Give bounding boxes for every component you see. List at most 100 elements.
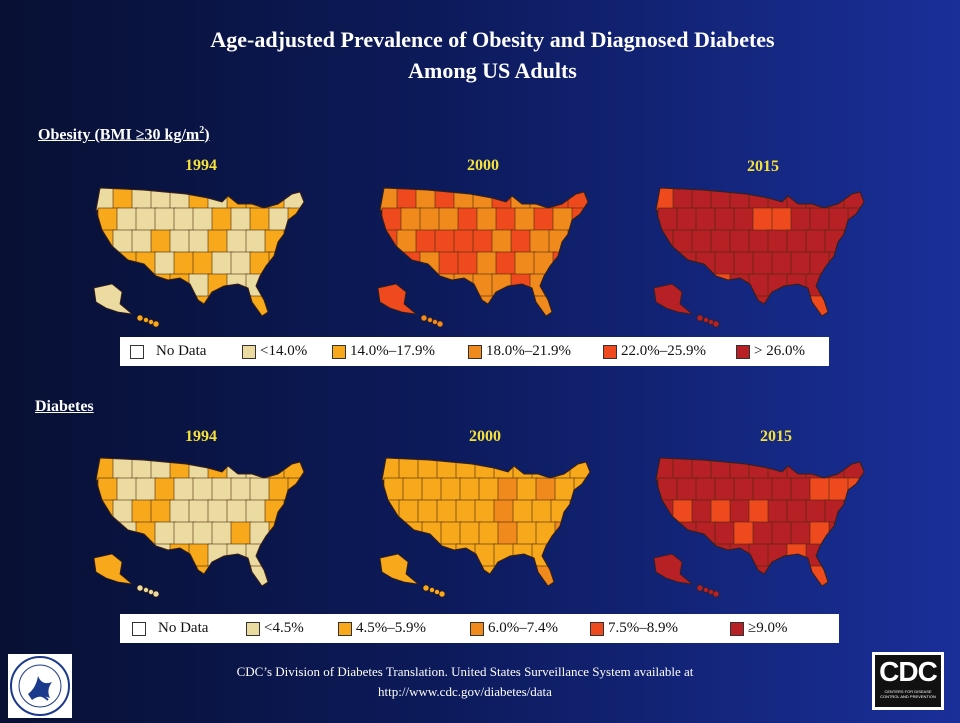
state-region [381, 251, 404, 277]
state-region [188, 229, 211, 255]
state-region [824, 273, 847, 299]
state-region [226, 499, 249, 525]
diabetes-map-2015 [653, 457, 865, 598]
diabetes-map-1994 [93, 457, 305, 598]
footer-line-2[interactable]: http://www.cdc.gov/diabetes/data [378, 684, 552, 699]
diabetes-legend-item: 6.0%–7.4% [470, 614, 558, 643]
state-region [567, 229, 588, 255]
state-region [573, 521, 590, 547]
state-region [828, 565, 851, 586]
state-region [459, 521, 482, 547]
obesity-heading-sup: 2 [199, 125, 205, 136]
state-region [714, 295, 737, 316]
state-region [573, 477, 590, 503]
state-region [417, 499, 440, 525]
state-region [790, 251, 813, 277]
obesity-map-2000 [377, 187, 589, 328]
state-region [805, 458, 828, 481]
state-region [710, 229, 733, 255]
state-region [188, 543, 211, 569]
state-region [192, 251, 215, 277]
state-region [268, 295, 291, 316]
state-region [571, 251, 588, 277]
slide-title: Age-adjusted Prevalence of Obesity and D… [0, 24, 960, 86]
state-region [268, 521, 291, 547]
hawaii-island [703, 317, 709, 323]
state-region [226, 543, 249, 569]
state-region [173, 295, 196, 316]
legend-swatch [468, 344, 482, 359]
state-region [188, 273, 211, 299]
state-region [419, 207, 442, 233]
state-region [440, 477, 463, 503]
state-region [249, 477, 272, 503]
state-region [786, 543, 809, 569]
cdc-logo-subtext: CENTERS FOR DISEASE CONTROL AND PREVENTI… [880, 689, 936, 699]
obesity-legend-item: 18.0%–21.9% [468, 337, 571, 366]
state-region [478, 565, 501, 586]
state-region [173, 251, 196, 277]
state-region [135, 251, 158, 277]
state-region [154, 207, 177, 233]
state-region [287, 477, 304, 503]
state-region [748, 499, 771, 525]
state-region [691, 273, 714, 299]
state-region [729, 188, 752, 211]
state-region [249, 565, 272, 586]
state-region [786, 499, 809, 525]
hawaii-island [143, 317, 149, 323]
state-region [729, 499, 752, 525]
legend-swatch [338, 621, 352, 636]
state-region [436, 499, 459, 525]
state-region [550, 543, 573, 569]
state-region [287, 295, 304, 316]
state-region [131, 499, 154, 525]
state-region [457, 295, 480, 316]
obesity-legend-item: 14.0%–17.9% [332, 337, 435, 366]
state-region [809, 477, 832, 503]
state-region [752, 295, 775, 316]
diabetes-legend-item: 7.5%–8.9% [590, 614, 678, 643]
state-region [828, 477, 851, 503]
state-region [230, 521, 253, 547]
state-region [402, 521, 425, 547]
state-region [169, 188, 192, 211]
obesity-heading: Obesity (BMI ≥30 kg/m2) [38, 125, 210, 144]
hawaii-island [422, 584, 430, 592]
state-region [116, 207, 139, 233]
state-region [415, 273, 438, 299]
state-region [828, 521, 851, 547]
state-region [169, 229, 192, 255]
state-region [211, 565, 234, 586]
state-region [695, 251, 718, 277]
legend-swatch [590, 621, 604, 636]
state-region [790, 521, 813, 547]
state-region [695, 207, 718, 233]
state-region [733, 521, 756, 547]
state-region [516, 565, 539, 586]
legend-swatch [470, 621, 484, 636]
state-region [548, 273, 571, 299]
state-region [828, 207, 851, 233]
state-region [752, 477, 775, 503]
state-region [771, 565, 794, 586]
alaska-region [93, 283, 134, 315]
state-region [192, 295, 215, 316]
source-footer: CDC’s Division of Diabetes Translation. … [150, 662, 780, 702]
state-region [154, 251, 177, 277]
state-region [472, 273, 495, 299]
state-region [676, 251, 699, 277]
state-region [493, 499, 516, 525]
state-region [268, 565, 291, 586]
state-region [230, 477, 253, 503]
state-region [805, 499, 828, 525]
obesity-year-2015: 2015 [747, 158, 779, 175]
state-region [440, 521, 463, 547]
state-region [264, 273, 287, 299]
obesity-legend: No Data <14.0% 14.0%–17.9% 18.0%–21.9% 2… [120, 337, 829, 366]
state-region [438, 207, 461, 233]
title-line-2: Among US Adults [408, 58, 577, 83]
legend-label: > 26.0% [754, 343, 805, 359]
state-region [150, 458, 173, 481]
state-region [843, 543, 864, 569]
